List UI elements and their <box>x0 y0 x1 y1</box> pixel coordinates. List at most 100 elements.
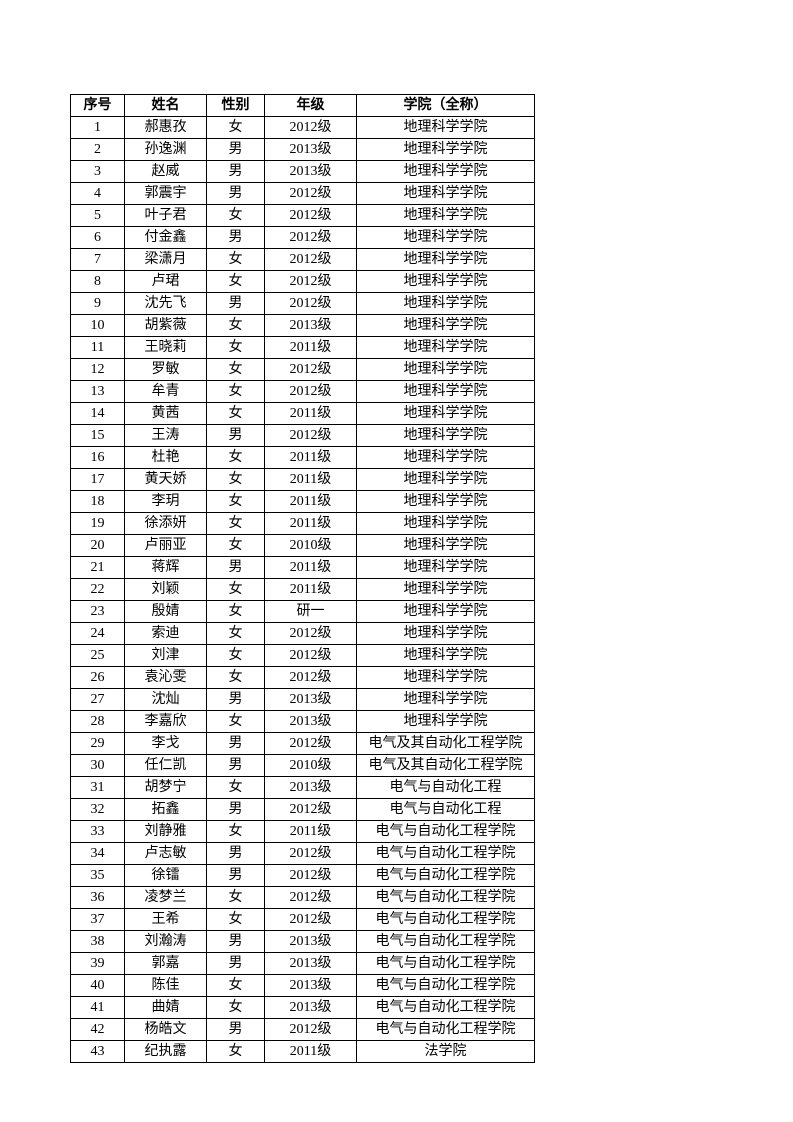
table-row: 26袁沁雯女2012级地理科学学院 <box>71 667 535 689</box>
cell-gender: 男 <box>207 843 265 865</box>
cell-name: 赵威 <box>125 161 207 183</box>
cell-name: 索迪 <box>125 623 207 645</box>
cell-gender: 男 <box>207 931 265 953</box>
table-row: 37王希女2012级电气与自动化工程学院 <box>71 909 535 931</box>
cell-gender: 女 <box>207 469 265 491</box>
cell-grade: 2012级 <box>265 645 357 667</box>
cell-college: 地理科学学院 <box>357 645 535 667</box>
cell-college: 地理科学学院 <box>357 205 535 227</box>
cell-name: 郭嘉 <box>125 953 207 975</box>
cell-gender: 女 <box>207 623 265 645</box>
cell-grade: 2012级 <box>265 249 357 271</box>
cell-seq: 41 <box>71 997 125 1019</box>
cell-college: 电气与自动化工程学院 <box>357 887 535 909</box>
cell-name: 郭震宇 <box>125 183 207 205</box>
cell-grade: 2011级 <box>265 447 357 469</box>
cell-gender: 男 <box>207 425 265 447</box>
cell-grade: 2012级 <box>265 799 357 821</box>
cell-name: 李玥 <box>125 491 207 513</box>
cell-college: 地理科学学院 <box>357 491 535 513</box>
cell-college: 电气与自动化工程学院 <box>357 821 535 843</box>
cell-grade: 2010级 <box>265 755 357 777</box>
cell-gender: 女 <box>207 403 265 425</box>
cell-seq: 8 <box>71 271 125 293</box>
cell-grade: 2012级 <box>265 293 357 315</box>
cell-seq: 30 <box>71 755 125 777</box>
table-row: 29李戈男2012级电气及其自动化工程学院 <box>71 733 535 755</box>
cell-seq: 37 <box>71 909 125 931</box>
cell-grade: 2013级 <box>265 315 357 337</box>
cell-name: 梁潇月 <box>125 249 207 271</box>
cell-grade: 2012级 <box>265 271 357 293</box>
cell-college: 电气与自动化工程学院 <box>357 865 535 887</box>
header-name: 姓名 <box>125 95 207 117</box>
cell-name: 杜艳 <box>125 447 207 469</box>
header-college: 学院（全称） <box>357 95 535 117</box>
cell-name: 胡梦宁 <box>125 777 207 799</box>
cell-college: 电气及其自动化工程学院 <box>357 755 535 777</box>
cell-grade: 2013级 <box>265 711 357 733</box>
cell-college: 电气与自动化工程学院 <box>357 975 535 997</box>
cell-grade: 2011级 <box>265 403 357 425</box>
cell-college: 电气与自动化工程学院 <box>357 953 535 975</box>
cell-seq: 10 <box>71 315 125 337</box>
cell-grade: 2011级 <box>265 469 357 491</box>
cell-name: 刘津 <box>125 645 207 667</box>
cell-grade: 2012级 <box>265 183 357 205</box>
table-row: 25刘津女2012级地理科学学院 <box>71 645 535 667</box>
table-row: 16杜艳女2011级地理科学学院 <box>71 447 535 469</box>
cell-grade: 2012级 <box>265 117 357 139</box>
cell-gender: 女 <box>207 711 265 733</box>
cell-grade: 2012级 <box>265 425 357 447</box>
table-row: 38刘瀚涛男2013级电气与自动化工程学院 <box>71 931 535 953</box>
cell-gender: 女 <box>207 359 265 381</box>
table-row: 13牟青女2012级地理科学学院 <box>71 381 535 403</box>
cell-college: 地理科学学院 <box>357 469 535 491</box>
cell-seq: 4 <box>71 183 125 205</box>
cell-college: 地理科学学院 <box>357 117 535 139</box>
cell-college: 地理科学学院 <box>357 667 535 689</box>
cell-seq: 15 <box>71 425 125 447</box>
table-row: 30任仁凯男2010级电气及其自动化工程学院 <box>71 755 535 777</box>
table-row: 11王晓莉女2011级地理科学学院 <box>71 337 535 359</box>
cell-gender: 女 <box>207 601 265 623</box>
cell-gender: 女 <box>207 315 265 337</box>
cell-grade: 2012级 <box>265 843 357 865</box>
cell-name: 刘颖 <box>125 579 207 601</box>
cell-gender: 女 <box>207 645 265 667</box>
cell-grade: 2011级 <box>265 579 357 601</box>
cell-seq: 34 <box>71 843 125 865</box>
cell-gender: 男 <box>207 755 265 777</box>
table-row: 43纪执露女2011级法学院 <box>71 1041 535 1063</box>
cell-grade: 2013级 <box>265 953 357 975</box>
cell-name: 胡紫薇 <box>125 315 207 337</box>
table-row: 21蒋辉男2011级地理科学学院 <box>71 557 535 579</box>
table-row: 8卢珺女2012级地理科学学院 <box>71 271 535 293</box>
header-grade: 年级 <box>265 95 357 117</box>
cell-gender: 女 <box>207 205 265 227</box>
cell-grade: 2013级 <box>265 997 357 1019</box>
cell-name: 曲婧 <box>125 997 207 1019</box>
cell-seq: 19 <box>71 513 125 535</box>
cell-seq: 2 <box>71 139 125 161</box>
cell-college: 地理科学学院 <box>357 601 535 623</box>
cell-seq: 42 <box>71 1019 125 1041</box>
cell-name: 徐添妍 <box>125 513 207 535</box>
cell-seq: 25 <box>71 645 125 667</box>
cell-name: 李嘉欣 <box>125 711 207 733</box>
cell-seq: 24 <box>71 623 125 645</box>
cell-grade: 2013级 <box>265 931 357 953</box>
cell-grade: 2013级 <box>265 777 357 799</box>
cell-seq: 21 <box>71 557 125 579</box>
cell-seq: 1 <box>71 117 125 139</box>
table-row: 35徐镭男2012级电气与自动化工程学院 <box>71 865 535 887</box>
cell-seq: 5 <box>71 205 125 227</box>
cell-college: 电气与自动化工程学院 <box>357 843 535 865</box>
table-body: 1郝惠孜女2012级地理科学学院2孙逸渊男2013级地理科学学院3赵威男2013… <box>71 117 535 1063</box>
cell-gender: 女 <box>207 579 265 601</box>
cell-seq: 17 <box>71 469 125 491</box>
cell-gender: 女 <box>207 513 265 535</box>
cell-grade: 2011级 <box>265 491 357 513</box>
cell-college: 地理科学学院 <box>357 183 535 205</box>
cell-grade: 2012级 <box>265 227 357 249</box>
